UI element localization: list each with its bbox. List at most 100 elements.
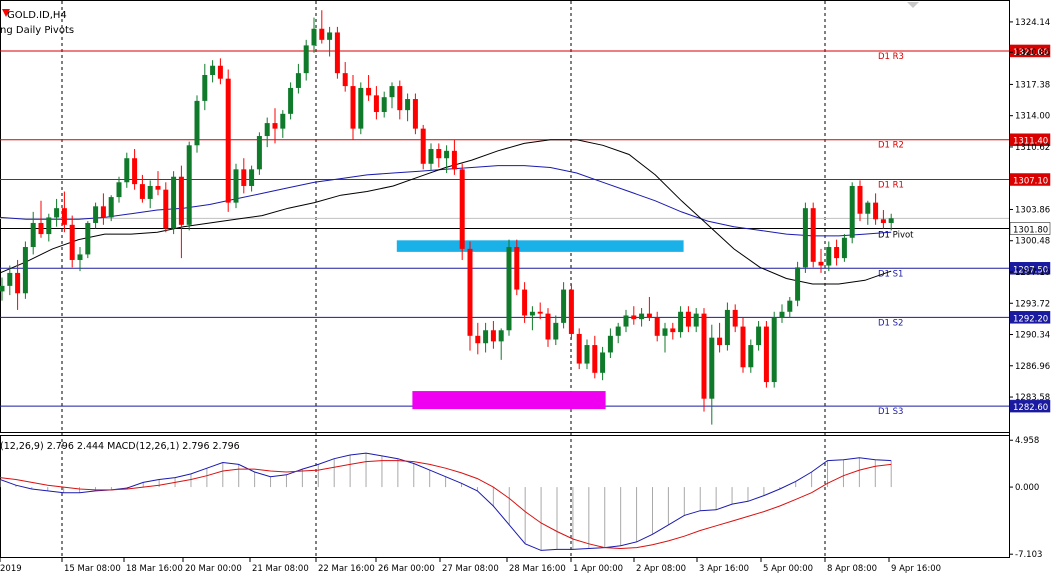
indicator-title: ng Daily Pivots (0, 25, 74, 36)
price-badge-label: 1321.00 (1013, 48, 1048, 58)
price-badge-label: 1307.10 (1013, 177, 1048, 187)
y-tick-label: 1293.72 (1015, 299, 1050, 309)
candle-body (319, 28, 325, 40)
candle-body (834, 247, 840, 259)
candle-body (810, 208, 816, 262)
price-badge (1009, 173, 1051, 186)
candle-body (15, 272, 21, 294)
candle-body (451, 150, 457, 170)
x-tick-label: 3 Apr 16:00 (699, 564, 749, 574)
signal-line (0, 460, 892, 550)
candle-body (475, 335, 481, 344)
candle-body (600, 352, 606, 373)
candle-body (210, 65, 216, 75)
x-tick-label: 22 Mar 16:00 (318, 564, 375, 574)
candle-body (685, 311, 691, 327)
pivot-label: D1 S3 (878, 407, 903, 417)
price-badge-label: 1301.80 (1013, 226, 1048, 236)
candle-body (30, 222, 36, 248)
candle-body (763, 326, 769, 383)
candle-body (46, 217, 52, 235)
macd-y-tick-label: 0.000 (1015, 483, 1039, 493)
candle-body (132, 158, 138, 185)
candle-body (217, 65, 223, 79)
candle-body (545, 313, 551, 340)
candle-body (779, 311, 785, 318)
pivot-label: D1 Pivot (878, 231, 914, 241)
y-tick-label: 1283.58 (1015, 393, 1050, 403)
candle-body (607, 335, 613, 353)
macd-window-frame (0, 435, 1010, 558)
candle-body (444, 150, 450, 159)
low-zone (412, 391, 606, 410)
candle-body (568, 289, 574, 334)
chart-dropdown-icon[interactable] (2, 9, 10, 17)
candle-body (701, 313, 707, 399)
candle-body (865, 202, 871, 214)
candle-body (280, 113, 286, 129)
grid-lines (61, 1, 826, 558)
candle-body (826, 247, 832, 266)
main-window-frame (0, 0, 1010, 433)
candle-body (327, 32, 333, 40)
moving-averages (0, 139, 892, 285)
candle-body (888, 218, 894, 223)
candle-body (139, 184, 145, 199)
time-axis: 2019 15 Mar 08:00 18 Mar 16:00 20 Mar 00:00… (0, 558, 941, 574)
price-badge (1009, 44, 1051, 58)
candle-body (748, 345, 754, 368)
price-badge-label: 1292.20 (1013, 314, 1048, 324)
candle-body (334, 32, 340, 74)
candle-body (771, 317, 777, 383)
candle-body (178, 176, 184, 225)
candle-body (654, 317, 660, 336)
y-tick-label: 1290.34 (1015, 331, 1050, 341)
pivot-level-lines: D1 R3 D1 R2 D1 R1 D1 Pivot D1 S1 D1 S2 D1 S3 (0, 50, 1009, 417)
y-tick-label: 1324.14 (1015, 18, 1050, 28)
x-tick-label: 2 Apr 08:00 (636, 564, 686, 574)
candle-body (381, 97, 387, 112)
y-tick-label: 1300.48 (1015, 237, 1050, 247)
price-axis: 1321.00 1311.40 1307.10 1301.80 1297.50 1292.… (1009, 18, 1051, 560)
support-zone (396, 240, 684, 252)
macd-y-tick-label: -7.103 (1015, 550, 1042, 560)
macd-indicator (0, 452, 892, 551)
candle-body (584, 345, 590, 364)
candle-body (93, 206, 99, 223)
candle-body (561, 289, 567, 323)
x-tick-label: 2019 (0, 564, 22, 574)
x-tick-label: 9 Apr 16:00 (891, 564, 941, 574)
x-tick-label: 28 Mar 16:00 (509, 564, 566, 574)
candle-body (615, 326, 621, 336)
candle-body (69, 224, 75, 260)
y-tick-label: 1317.38 (1015, 80, 1050, 90)
candle-body (272, 123, 278, 129)
candle-body (288, 87, 294, 114)
candle-body (818, 261, 824, 266)
candle-body (576, 333, 582, 364)
candle-body (7, 272, 13, 286)
candle-body (483, 330, 489, 344)
candle-body (116, 182, 122, 198)
y-tick-label: 1310.62 (1015, 143, 1050, 153)
candle-body (366, 87, 372, 96)
macd-y-tick-label: 4.958 (1015, 436, 1039, 446)
pivot-label: D1 S1 (878, 269, 903, 279)
candle-body (241, 169, 247, 186)
candle-body (490, 330, 496, 342)
candle-body (85, 222, 91, 255)
scroll-marker-icon[interactable] (907, 2, 919, 8)
candle-body (295, 73, 301, 88)
y-tick-label: 1286.96 (1015, 362, 1050, 372)
candle-body (522, 289, 528, 316)
candle-body (514, 247, 520, 290)
price-badge (1009, 262, 1051, 275)
candle-body (732, 309, 738, 327)
candle-body (717, 337, 723, 346)
candle-body (436, 148, 442, 159)
candle-body (880, 219, 886, 223)
candle-body (264, 123, 270, 137)
candle-body (54, 208, 60, 218)
